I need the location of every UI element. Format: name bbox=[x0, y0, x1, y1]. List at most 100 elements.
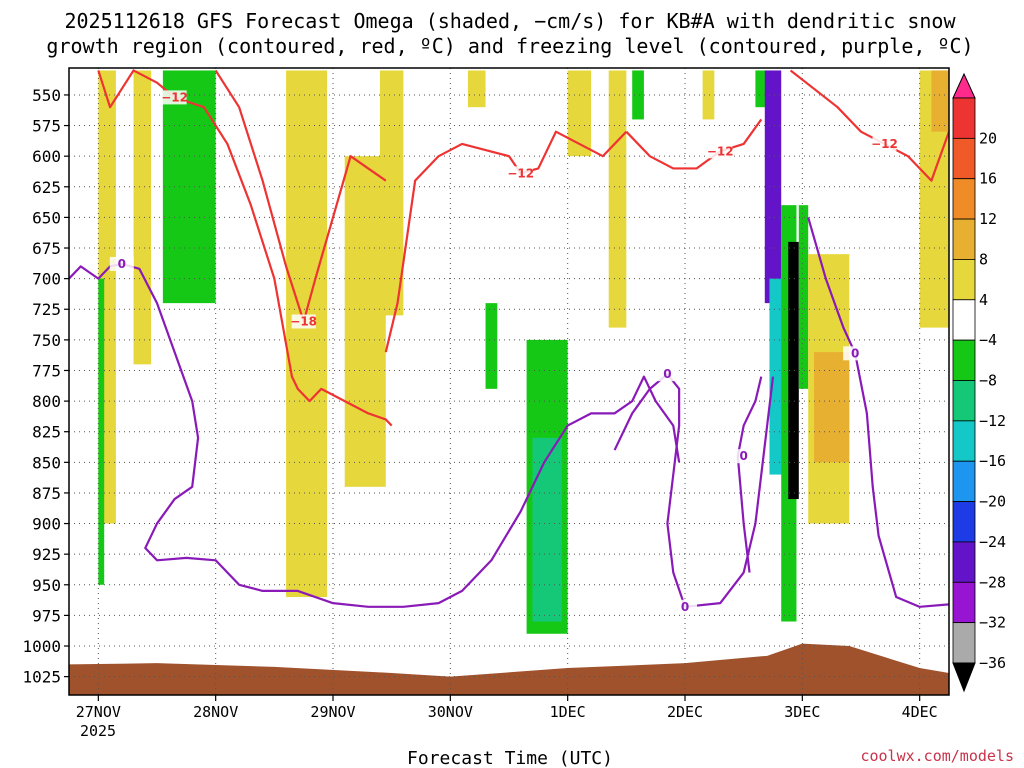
colorbar-tick-label: −16 bbox=[979, 452, 1006, 470]
colorbar-tick-label: −8 bbox=[979, 372, 997, 390]
colorbar-swatch bbox=[952, 380, 976, 422]
freezing-contour-line bbox=[613, 373, 687, 608]
y-tick-label: 600 bbox=[32, 147, 61, 166]
y-tick-label: 1025 bbox=[22, 668, 61, 687]
omega-region-weak_up bbox=[467, 70, 486, 108]
dgz-contour-label-bg bbox=[291, 314, 316, 329]
colorbar-tick-label: −32 bbox=[979, 614, 1006, 632]
dgz-contour-label: −12 bbox=[507, 166, 534, 180]
colorbar-swatch bbox=[952, 622, 976, 664]
omega-region-weak_down bbox=[98, 278, 105, 585]
credit-text: coolwx.com/models bbox=[860, 747, 1014, 765]
chart-title-line2: growth region (contoured, red, ºC) and f… bbox=[46, 34, 973, 58]
omega-region-weak_up bbox=[567, 70, 592, 157]
x-tick-label: 3DEC bbox=[784, 703, 820, 721]
dgz-contour-line bbox=[384, 130, 628, 353]
x-axis: 27NOV 28NOV 29NOV 30NOV 1DEC 2DEC 3DEC 4DEC bbox=[76, 695, 938, 721]
colorbar-tick-label: 20 bbox=[979, 129, 997, 147]
dgz-contour-label: −18 bbox=[290, 314, 317, 328]
freezing-contour-line bbox=[69, 262, 681, 608]
omega-region-weak_up bbox=[379, 70, 404, 316]
y-tick-label: 575 bbox=[32, 117, 61, 136]
freezing-contour-label-bg bbox=[673, 599, 697, 614]
colorbar-swatch bbox=[952, 581, 976, 624]
dgz-contour-label-bg bbox=[508, 166, 533, 181]
colorbar-swatch bbox=[952, 460, 976, 502]
colorbar: 20 16 12 8 4 −4 −8 −12 −16 −20 −24 −28 −32 −36 bbox=[952, 72, 1006, 693]
freezing-contour-line bbox=[684, 376, 775, 608]
freezing-contour-label: 0 bbox=[851, 346, 859, 360]
freezing-contour-line bbox=[736, 376, 763, 573]
y-tick-label: 750 bbox=[32, 331, 61, 350]
x-tick-label: 29NOV bbox=[310, 703, 355, 721]
colorbar-swatch bbox=[952, 339, 976, 381]
colorbar-swatch bbox=[952, 97, 976, 139]
y-tick-label: 625 bbox=[32, 178, 61, 197]
x-year-label: 2025 bbox=[80, 722, 116, 740]
colorbar-tick-label: −28 bbox=[979, 573, 1006, 591]
dgz-contour-label: −12 bbox=[871, 137, 898, 151]
x-axis-label: Forecast Time (UTC) bbox=[407, 748, 613, 768]
y-tick-label: 675 bbox=[32, 239, 61, 258]
plot-frame bbox=[68, 67, 950, 696]
freezing-contour-label-bg bbox=[731, 449, 756, 464]
terrain-layer bbox=[69, 643, 949, 695]
y-tick-label: 850 bbox=[32, 453, 61, 472]
dgz-contour-label-bg bbox=[708, 144, 733, 159]
omega-region-weak_up bbox=[133, 70, 152, 365]
colorbar-swatch bbox=[952, 420, 976, 462]
y-tick-label: 900 bbox=[32, 515, 61, 534]
colorbar-tick-label: 4 bbox=[979, 291, 988, 309]
x-tick-label: 1DEC bbox=[550, 703, 586, 721]
y-tick-label: 1000 bbox=[22, 637, 61, 656]
omega-region-weak_up bbox=[344, 156, 386, 487]
y-tick-label: 725 bbox=[32, 300, 61, 319]
x-tick-label: 2DEC bbox=[667, 703, 703, 721]
x-tick-label: 28NOV bbox=[193, 703, 238, 721]
terrain-fill bbox=[69, 643, 949, 695]
colorbar-tick-label: −20 bbox=[979, 493, 1006, 511]
colorbar-tick-label: −4 bbox=[979, 331, 997, 349]
x-tick-label: 27NOV bbox=[76, 703, 121, 721]
colorbar-swatch bbox=[952, 218, 976, 260]
omega-region-weak_down bbox=[798, 205, 809, 389]
x-tick-label: 30NOV bbox=[428, 703, 473, 721]
y-tick-label: 700 bbox=[32, 270, 61, 289]
colorbar-tick-label: −12 bbox=[979, 412, 1006, 430]
colorbar-swatch bbox=[952, 501, 976, 543]
colorbar-tick-label: −36 bbox=[979, 654, 1006, 672]
colorbar-bottom-arrow bbox=[952, 662, 976, 693]
colorbar-swatch bbox=[952, 178, 976, 220]
y-tick-label: 650 bbox=[32, 208, 61, 227]
y-tick-label: 825 bbox=[32, 423, 61, 442]
omega-region-extreme_down bbox=[788, 241, 799, 500]
colorbar-swatch bbox=[952, 137, 976, 180]
y-tick-label: 925 bbox=[32, 545, 61, 564]
omega-shading-layer bbox=[98, 70, 949, 634]
freezing-contour-label-bg bbox=[655, 367, 680, 382]
dgz-contour-line bbox=[214, 69, 387, 323]
y-tick-label: 550 bbox=[32, 86, 61, 105]
y-tick-label: 775 bbox=[32, 361, 61, 380]
colorbar-swatch bbox=[952, 259, 976, 301]
omega-region-mod_up bbox=[931, 70, 949, 132]
omega-region-weak_up bbox=[286, 70, 328, 598]
colorbar-swatch bbox=[952, 299, 976, 341]
omega-region-mod_up bbox=[814, 352, 850, 463]
x-tick-label: 4DEC bbox=[902, 703, 938, 721]
freezing-contour-label: 0 bbox=[118, 257, 126, 271]
dgz-contour-line bbox=[625, 118, 763, 170]
omega-region-strong_down bbox=[764, 70, 782, 304]
dgz-contour-label: −12 bbox=[161, 90, 188, 104]
freezing-contour-label: 0 bbox=[663, 367, 671, 381]
freezing-contour-label: 0 bbox=[739, 449, 747, 463]
freezing-contour-label: 0 bbox=[681, 600, 689, 614]
freezing-contour-label-bg bbox=[109, 256, 134, 271]
omega-region-weak_down bbox=[485, 303, 498, 389]
colorbar-tick-label: 12 bbox=[979, 210, 997, 228]
colorbar-tick-label: 16 bbox=[979, 170, 997, 188]
omega-region-weak_down bbox=[632, 70, 644, 120]
omega-region-weak_up bbox=[608, 70, 627, 328]
colorbar-top-arrow bbox=[952, 72, 976, 99]
